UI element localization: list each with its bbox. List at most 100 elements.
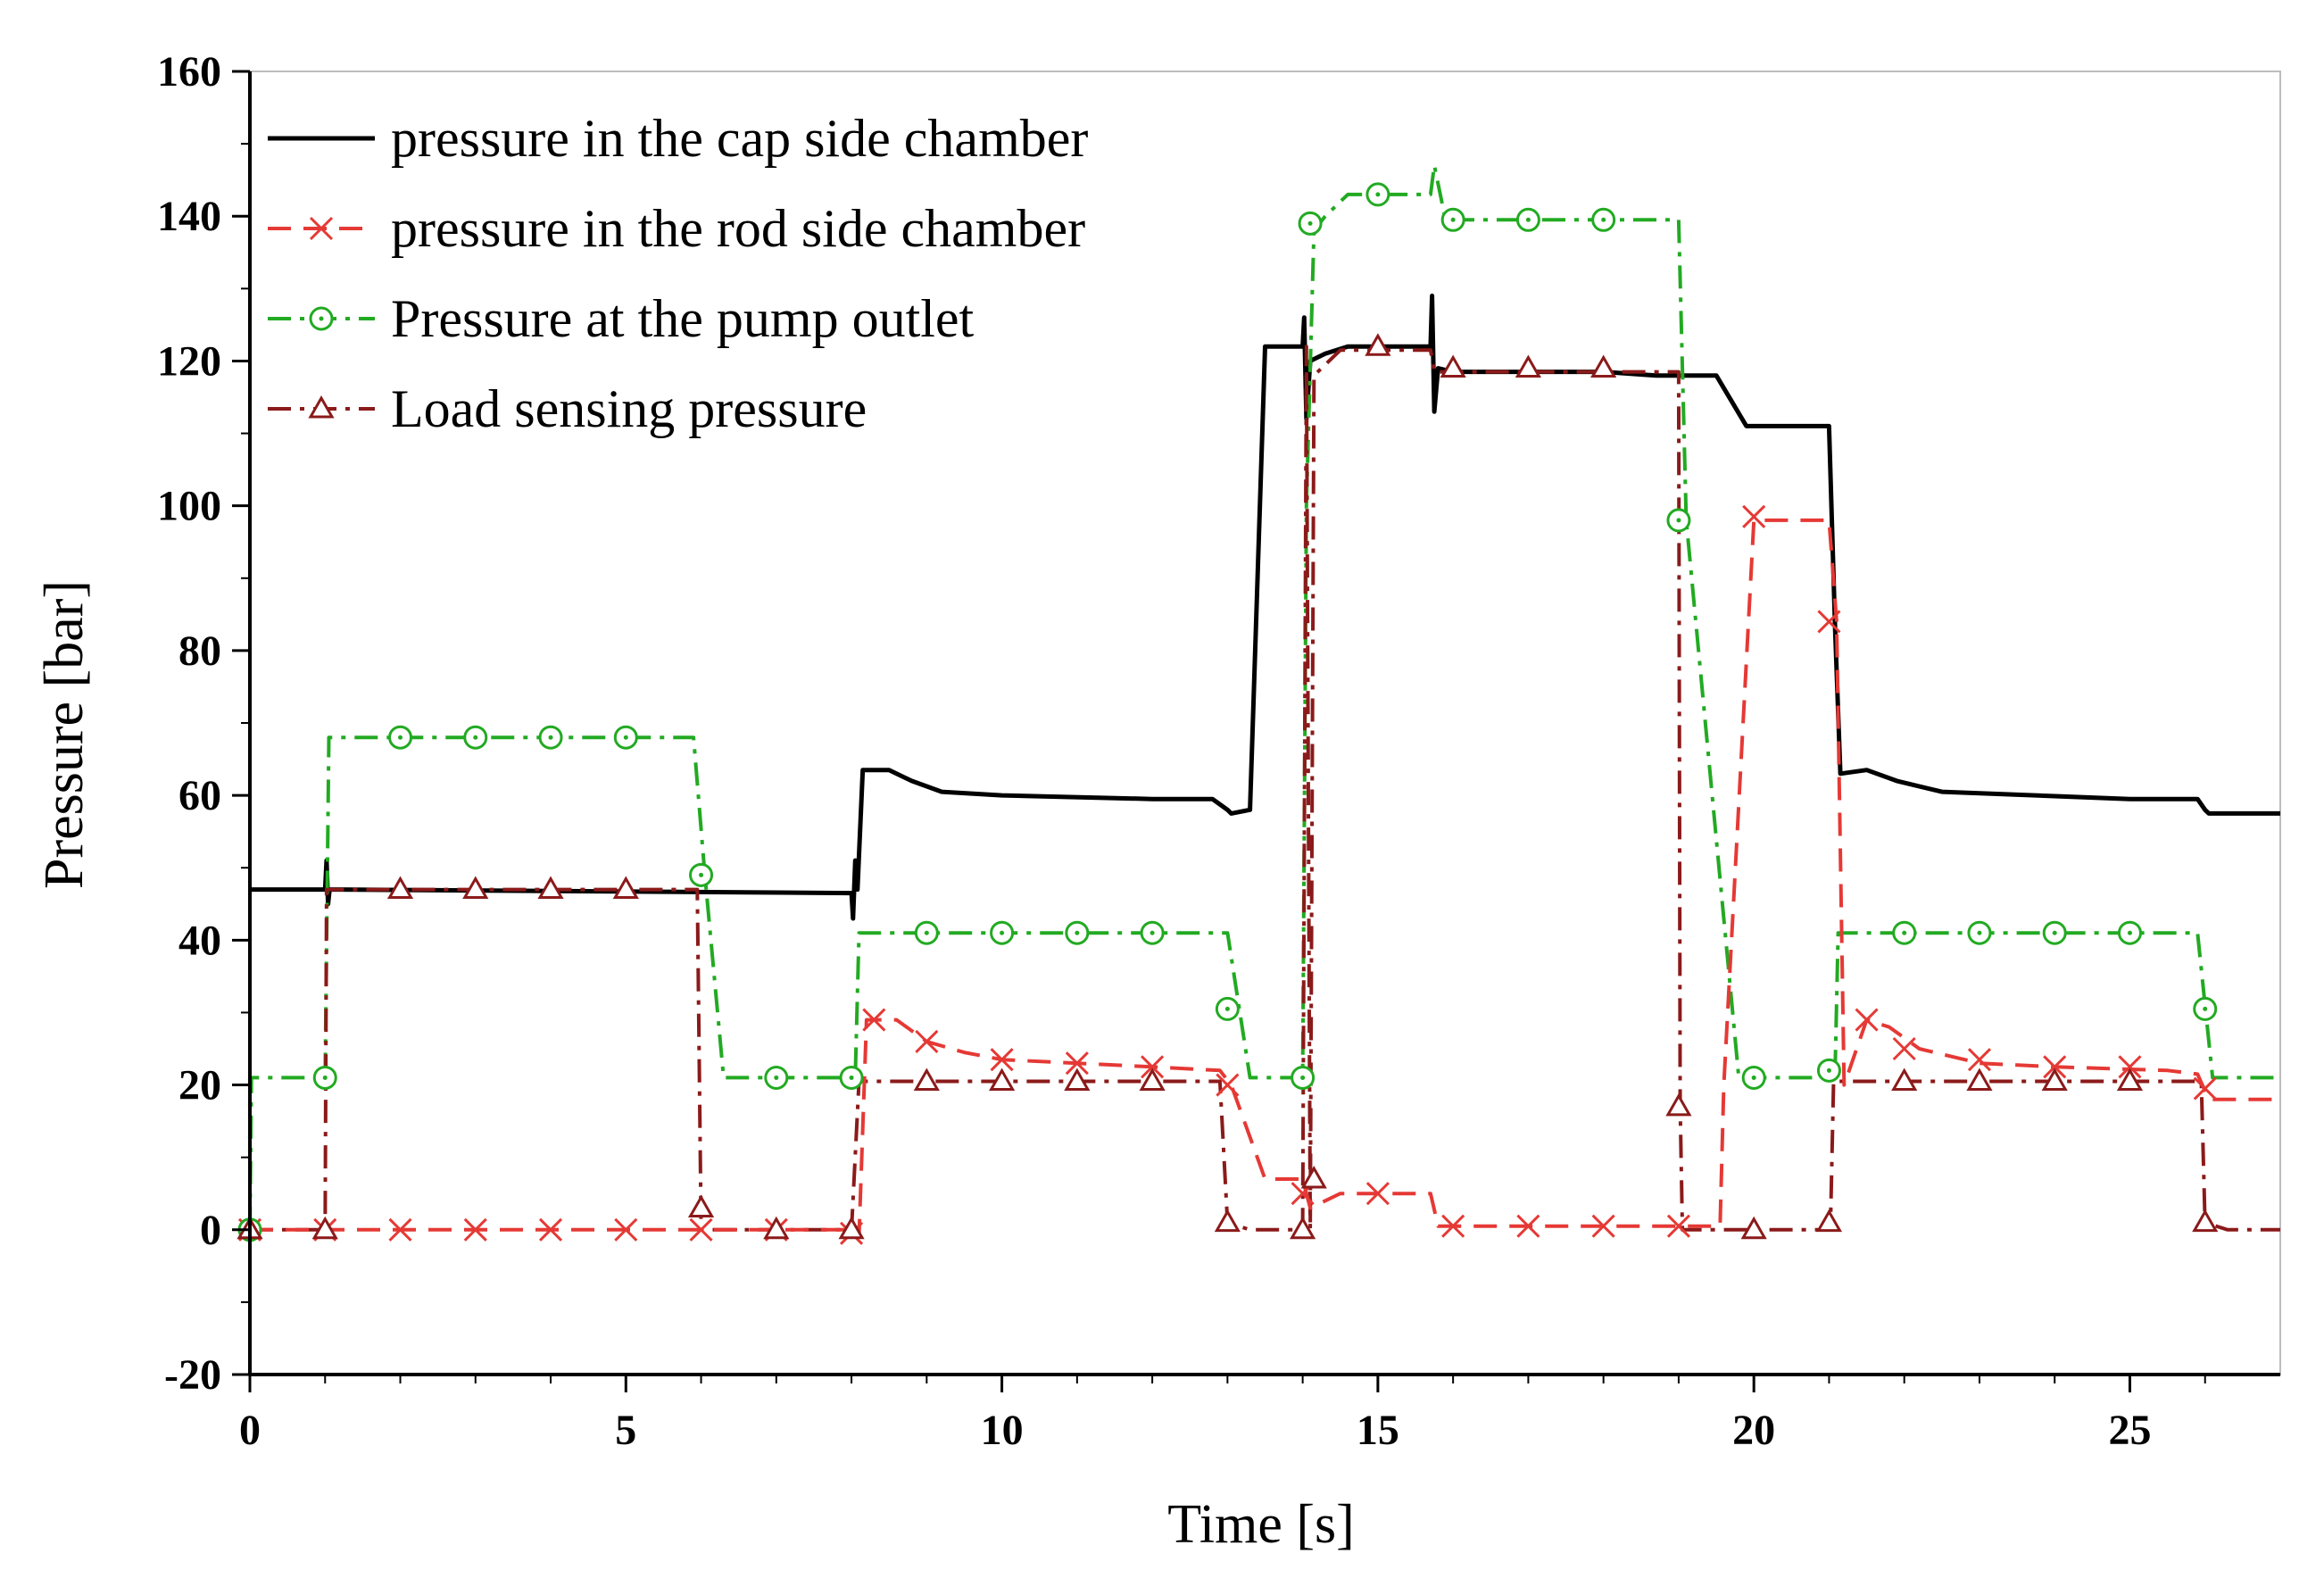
x-tick-label: 25 xyxy=(2108,1407,2151,1454)
y-tick-label: -20 xyxy=(164,1351,221,1399)
data-marker-series-3 xyxy=(1139,1067,1166,1091)
data-marker-series-3 xyxy=(989,1067,1016,1091)
y-axis-title: Pressure [bar] xyxy=(34,580,95,889)
y-tick-label: 140 xyxy=(157,193,221,240)
data-marker-series-3 xyxy=(386,876,414,900)
data-marker-series-2 xyxy=(914,920,939,945)
data-marker-series-1 xyxy=(1967,1048,1992,1072)
data-marker-series-3 xyxy=(1891,1067,1918,1091)
series-layer xyxy=(237,163,2280,1245)
data-marker-series-1 xyxy=(1216,1073,1240,1097)
legend-entry: pressure in the cap side chamber xyxy=(268,109,1088,168)
legend-entry: pressure in the rod side chamber xyxy=(268,199,1085,258)
y-tick-label: 60 xyxy=(178,772,221,819)
y-tick-label: 20 xyxy=(178,1062,221,1109)
legend-label: Load sensing pressure xyxy=(391,379,867,438)
data-marker-series-1 xyxy=(1141,1055,1165,1079)
data-marker-series-3 xyxy=(2116,1067,2144,1091)
data-marker-series-3 xyxy=(311,1216,338,1240)
y-tick-label: 160 xyxy=(157,48,221,96)
x-tick-label: 15 xyxy=(1357,1407,1399,1454)
data-marker-series-2 xyxy=(1892,920,1917,945)
data-marker-series-3 xyxy=(2041,1067,2068,1091)
x-tick-label: 20 xyxy=(1732,1407,1775,1454)
legend-marker xyxy=(309,216,334,241)
data-marker-series-1 xyxy=(1441,1214,1465,1238)
data-marker-series-3 xyxy=(1740,1216,1767,1240)
data-marker-series-1 xyxy=(990,1048,1014,1072)
data-marker-series-3 xyxy=(1290,1216,1316,1240)
data-marker-series-3 xyxy=(1966,1067,1993,1091)
data-marker-series-1 xyxy=(915,1029,939,1053)
y-tick-label: 80 xyxy=(178,627,221,675)
data-marker-series-2 xyxy=(613,725,638,750)
data-marker-series-3 xyxy=(763,1216,790,1240)
data-marker-series-2 xyxy=(1291,1065,1316,1090)
legend-marker xyxy=(309,306,334,331)
data-marker-series-1 xyxy=(1065,1051,1089,1076)
data-marker-series-2 xyxy=(764,1065,789,1090)
data-marker-series-2 xyxy=(1515,207,1540,232)
data-marker-series-2 xyxy=(1741,1065,1766,1090)
x-tick-label: 5 xyxy=(615,1407,636,1454)
data-marker-series-2 xyxy=(1298,211,1323,236)
data-marker-series-3 xyxy=(913,1067,940,1091)
axes-layer: -20 0 20 40 60 80 100 120 140 160 0 5 10 15 20 25 xyxy=(157,48,2280,1454)
y-tick-label: 0 xyxy=(200,1207,221,1254)
data-marker-series-2 xyxy=(839,1065,864,1090)
data-marker-series-2 xyxy=(990,920,1015,945)
data-marker-series-2 xyxy=(1816,1058,1841,1083)
data-marker-series-2 xyxy=(689,862,714,887)
data-marker-series-1 xyxy=(614,1217,638,1242)
data-marker-series-1 xyxy=(862,1008,886,1032)
data-marker-series-2 xyxy=(388,725,413,750)
data-marker-series-1 xyxy=(2118,1055,2142,1079)
data-marker-series-1 xyxy=(1666,1214,1690,1238)
data-marker-series-1 xyxy=(2193,1076,2217,1101)
x-axis-title: Time [s] xyxy=(1167,1494,1355,1555)
legend-entry: Load sensing pressure xyxy=(268,379,867,438)
data-marker-series-2 xyxy=(2042,920,2067,945)
legend-label: pressure in the cap side chamber xyxy=(391,109,1088,168)
data-marker-series-3 xyxy=(612,876,639,900)
legend-entry: Pressure at the pump outlet xyxy=(268,289,975,348)
data-marker-series-1 xyxy=(1365,1182,1390,1206)
data-marker-series-1 xyxy=(1742,504,1766,528)
data-marker-series-3 xyxy=(462,876,489,900)
data-marker-series-2 xyxy=(2193,996,2218,1021)
x-tick-label: 10 xyxy=(981,1407,1024,1454)
data-marker-series-3 xyxy=(1440,354,1466,378)
data-marker-series-1 xyxy=(1855,1008,1879,1032)
data-marker-series-2 xyxy=(1967,920,1992,945)
data-marker-series-2 xyxy=(1140,920,1165,945)
data-marker-series-3 xyxy=(537,876,564,900)
data-marker-series-3 xyxy=(1815,1209,1843,1233)
data-marker-series-1 xyxy=(538,1217,563,1242)
data-marker-series-2 xyxy=(1591,207,1616,232)
data-marker-series-1 xyxy=(1817,610,1841,634)
y-tick-label: 100 xyxy=(157,483,221,530)
data-marker-series-2 xyxy=(1065,920,1090,945)
series-line-1 xyxy=(250,518,2280,1239)
legend: pressure in the cap side chamber pressure… xyxy=(268,109,1088,438)
data-marker-series-2 xyxy=(1666,508,1691,533)
data-marker-series-2 xyxy=(1365,182,1390,207)
data-marker-series-3 xyxy=(1365,333,1391,356)
y-tick-label: 40 xyxy=(178,917,221,964)
data-marker-series-2 xyxy=(2117,920,2142,945)
data-marker-series-2 xyxy=(1215,996,1240,1021)
data-marker-series-3 xyxy=(1214,1209,1241,1233)
data-marker-series-1 xyxy=(463,1217,487,1242)
data-marker-series-3 xyxy=(1665,1092,1692,1117)
data-marker-series-1 xyxy=(1892,1036,1916,1061)
data-marker-series-3 xyxy=(2192,1209,2219,1233)
data-marker-series-1 xyxy=(388,1217,412,1242)
data-marker-series-1 xyxy=(1516,1214,1540,1238)
data-marker-series-1 xyxy=(689,1217,713,1242)
legend-label: Pressure at the pump outlet xyxy=(391,289,975,348)
legend-marker xyxy=(308,395,335,419)
data-marker-series-3 xyxy=(1515,354,1541,378)
data-marker-series-3 xyxy=(687,1194,715,1217)
data-marker-series-1 xyxy=(2043,1055,2067,1079)
